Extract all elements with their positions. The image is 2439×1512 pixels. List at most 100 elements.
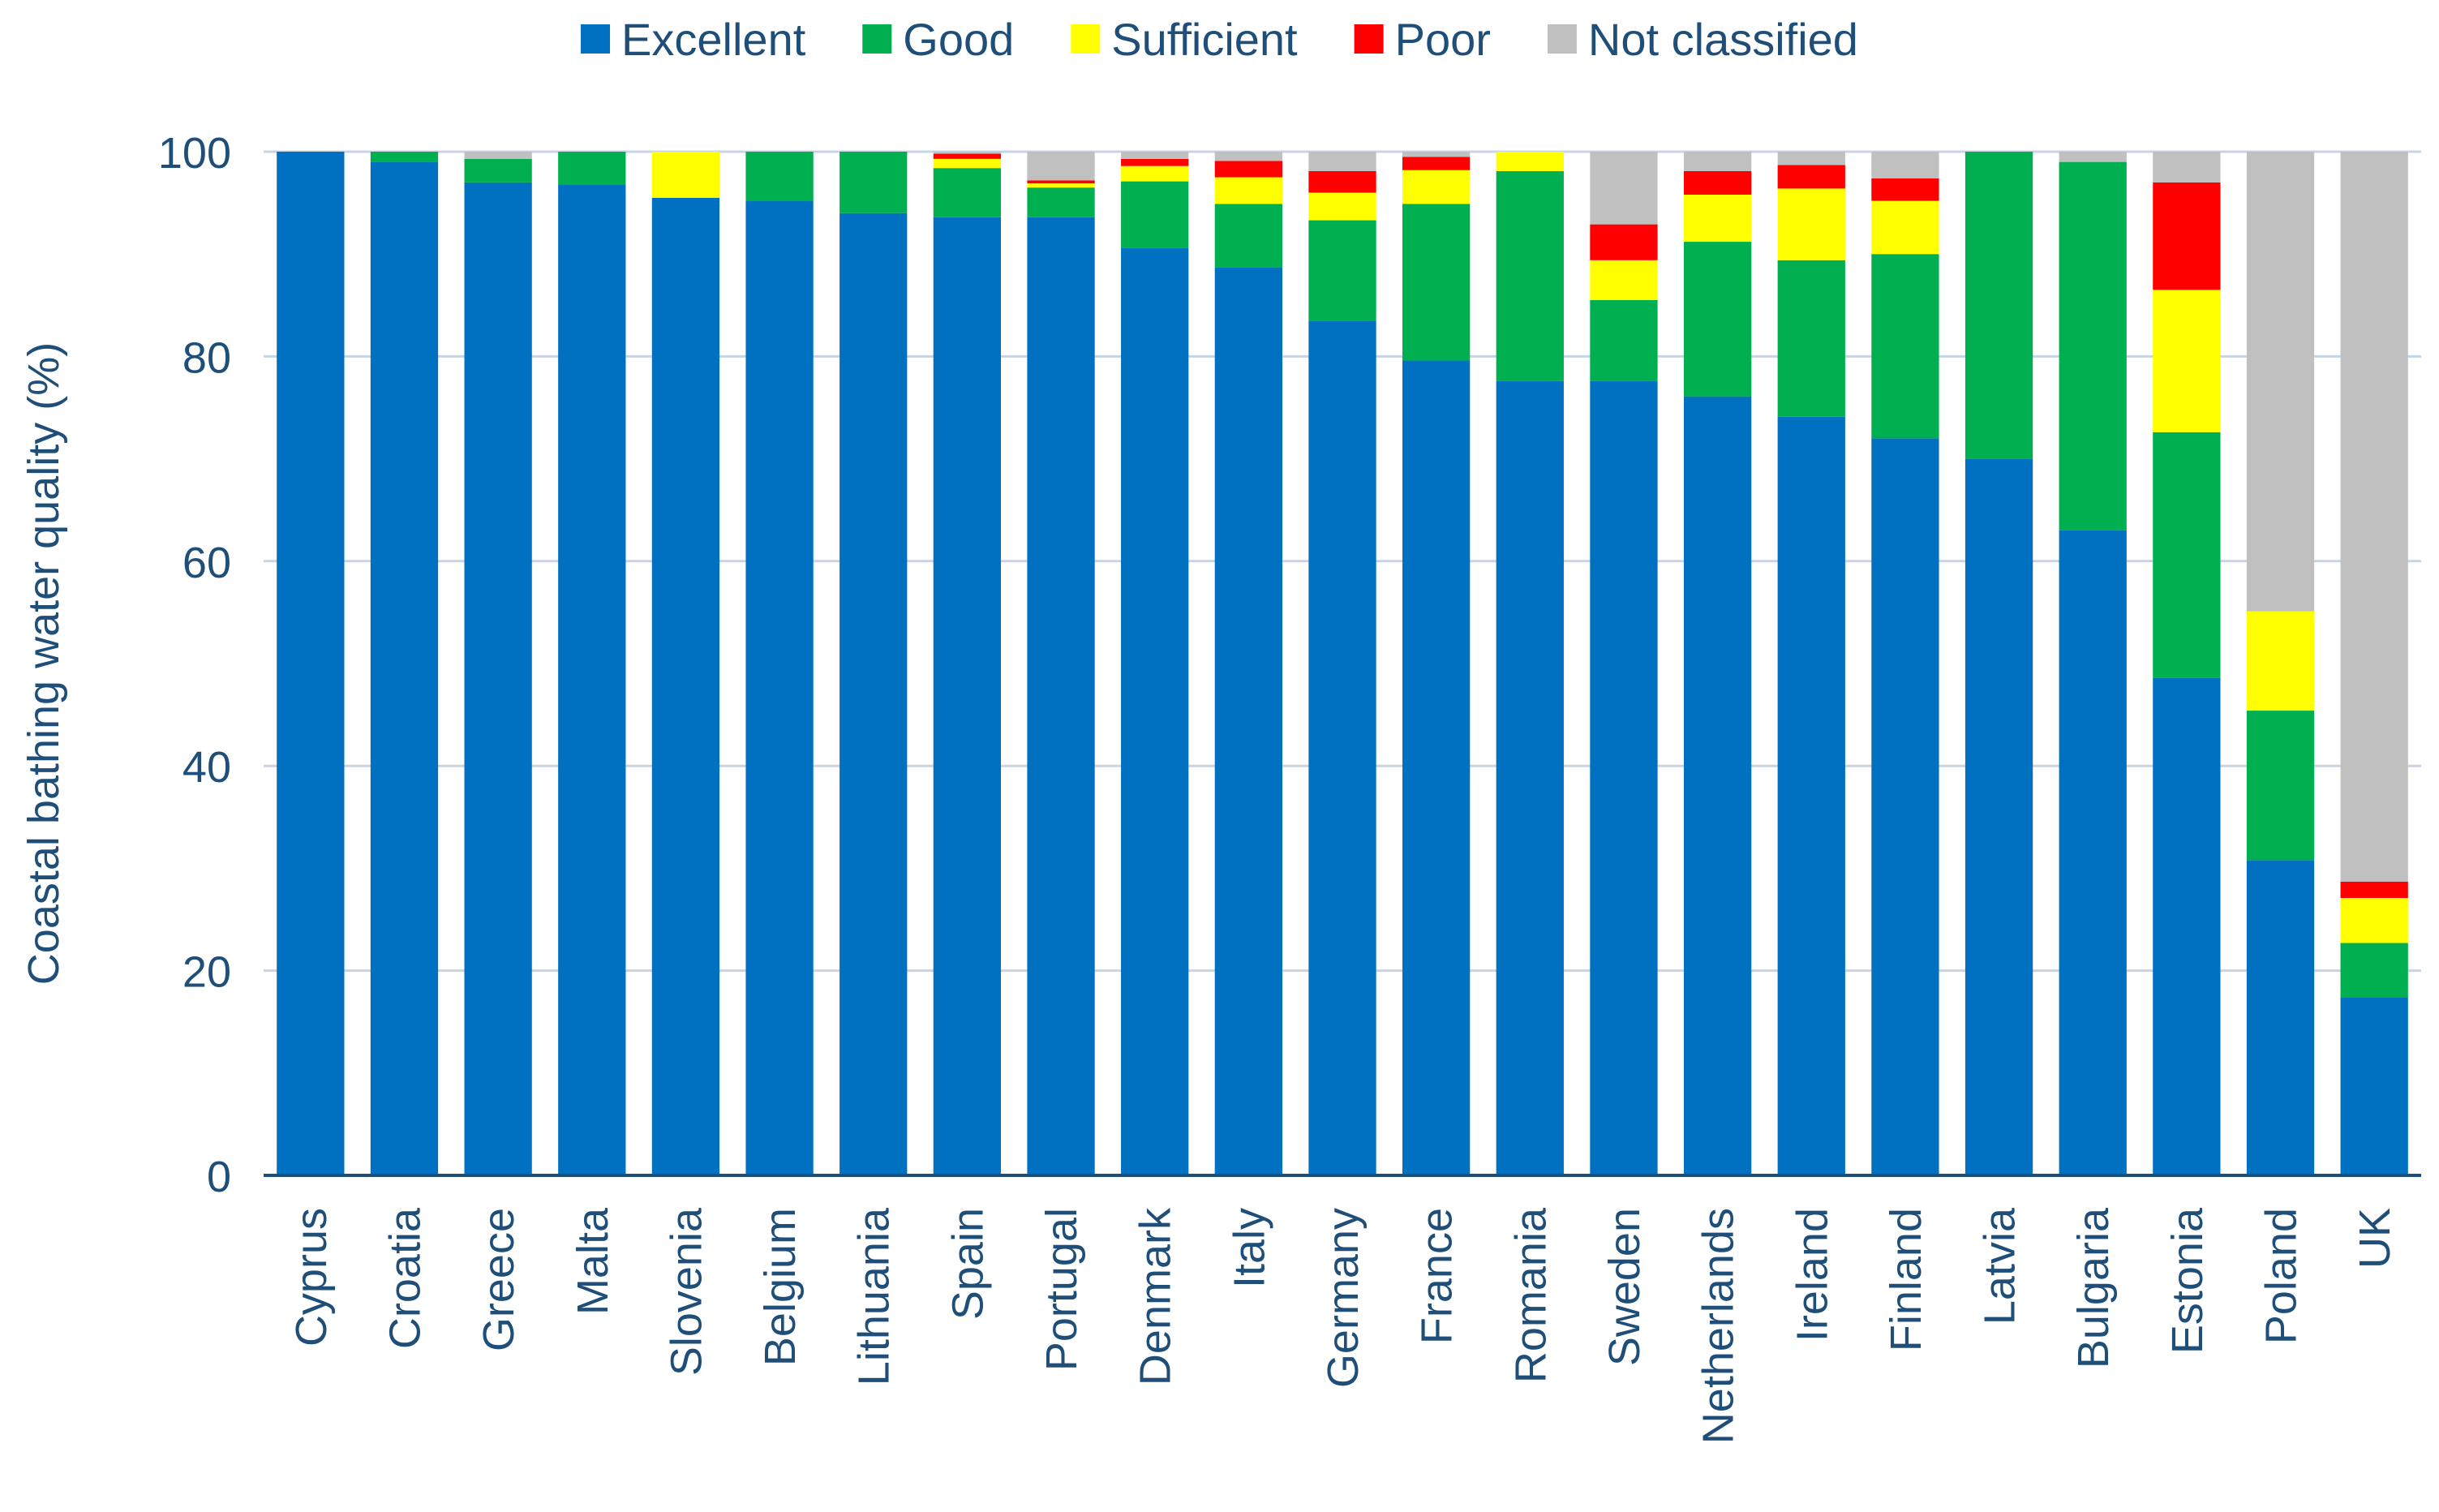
x-tick-label: Estonia — [2163, 1207, 2212, 1354]
bar-not-classified — [1683, 152, 1752, 171]
bar-excellent — [558, 184, 626, 1175]
bar-excellent — [2246, 860, 2315, 1175]
bar-good — [1965, 152, 2033, 459]
legend-item-good: Good — [862, 14, 1014, 65]
bar-stack-greece — [464, 152, 532, 1176]
bar-not-classified — [1027, 152, 1095, 181]
bar-excellent — [1027, 217, 1095, 1175]
bar-excellent — [2153, 677, 2221, 1175]
bar-not-classified — [1308, 152, 1376, 171]
bar-good — [558, 152, 626, 185]
bar-good — [2340, 943, 2408, 998]
x-tick-label: Spain — [943, 1208, 992, 1320]
bar-excellent — [839, 213, 908, 1176]
x-tick-label: Sweden — [1600, 1208, 1649, 1366]
bar-excellent — [1871, 438, 1939, 1175]
bar-poor — [933, 153, 1002, 159]
bar-stack-bulgaria — [2059, 152, 2127, 1175]
bar-poor — [1027, 180, 1095, 184]
legend-label: Sufficient — [1111, 14, 1298, 65]
bar-sufficient — [933, 158, 1002, 169]
x-tick-label: Denmark — [1131, 1207, 1180, 1385]
bar-stack-belgium — [745, 152, 814, 1175]
x-tick-label: Poland — [2257, 1208, 2306, 1344]
bar-stack-estonia — [2153, 152, 2221, 1175]
bar-excellent — [1965, 458, 2033, 1175]
x-tick-label: Slovenia — [662, 1207, 711, 1376]
legend-swatch — [1071, 24, 1101, 54]
bar-good — [1496, 170, 1564, 381]
bar-poor — [1402, 157, 1471, 170]
bar-not-classified — [2059, 152, 2127, 162]
bar-good — [1308, 220, 1376, 321]
y-axis-label: Coastal bathing water quality (%) — [19, 342, 68, 985]
y-tick-label: 20 — [182, 948, 231, 997]
bar-excellent — [745, 200, 814, 1175]
bar-excellent — [933, 217, 1002, 1175]
bar-sufficient — [1214, 177, 1282, 204]
bar-not-classified — [464, 152, 532, 159]
bar-excellent — [1777, 416, 1845, 1175]
bar-good — [370, 152, 439, 162]
bars — [277, 152, 2408, 1176]
bar-poor — [1121, 158, 1189, 166]
x-tick-label: Belgium — [756, 1208, 805, 1366]
bar-stack-slovenia — [651, 152, 720, 1175]
bar-stack-cyprus — [277, 152, 345, 1175]
bar-good — [933, 168, 1002, 217]
bar-good — [1121, 181, 1189, 248]
bar-excellent — [2059, 530, 2127, 1175]
bar-excellent — [651, 197, 720, 1175]
y-tick-label: 100 — [158, 129, 231, 178]
x-tick-label: Ireland — [1788, 1208, 1836, 1342]
bar-sufficient — [1496, 152, 1564, 171]
bar-excellent — [2340, 997, 2408, 1175]
x-tick-label: Netherlands — [1694, 1208, 1743, 1444]
bar-good — [1590, 299, 1658, 381]
bar-good — [1683, 242, 1752, 397]
bar-stack-netherlands — [1683, 152, 1752, 1175]
bar-poor — [1777, 165, 1845, 189]
y-tick-labels: 0 20 40 60 80 100 — [158, 129, 231, 1201]
bar-sufficient — [1402, 170, 1471, 204]
y-tick-label: 0 — [207, 1153, 231, 1201]
bar-good — [2153, 432, 2221, 678]
bar-not-classified — [2340, 152, 2408, 882]
bar-stack-germany — [1308, 152, 1376, 1176]
legend-label: Excellent — [621, 14, 806, 65]
x-tick-label: Italy — [1225, 1208, 1273, 1288]
bar-stack-lithuania — [839, 152, 908, 1176]
bar-good — [2246, 711, 2315, 861]
bar-sufficient — [651, 152, 720, 198]
bar-good — [745, 152, 814, 201]
bar-stack-uk — [2340, 152, 2408, 1175]
bar-sufficient — [2340, 897, 2408, 943]
y-tick-label: 40 — [182, 743, 231, 792]
x-tick-label: Germany — [1319, 1208, 1368, 1388]
bar-excellent — [1214, 267, 1282, 1176]
legend-item-excellent: Excellent — [581, 14, 806, 65]
bar-poor — [1214, 161, 1282, 178]
bar-stack-france — [1402, 152, 1471, 1175]
legend-label: Not classified — [1588, 14, 1858, 65]
bar-stack-malta — [558, 152, 626, 1175]
legend-item-sufficient: Sufficient — [1071, 14, 1298, 65]
legend-label: Good — [903, 14, 1014, 65]
y-tick-label: 80 — [182, 333, 231, 382]
bar-good — [1777, 260, 1845, 417]
legend-swatch — [581, 24, 611, 54]
bar-stack-finland — [1871, 152, 1939, 1175]
bar-sufficient — [1683, 195, 1752, 243]
x-tick-label: Lithuania — [850, 1207, 899, 1385]
bar-good — [1214, 204, 1282, 268]
bar-excellent — [1496, 380, 1564, 1175]
bar-not-classified — [1402, 152, 1471, 157]
x-tick-label: Greece — [474, 1208, 523, 1351]
bar-stack-denmark — [1121, 152, 1189, 1176]
y-tick-label: 60 — [182, 539, 231, 587]
bar-stack-sweden — [1590, 152, 1658, 1175]
bar-sufficient — [1871, 200, 1939, 255]
bar-stack-italy — [1214, 152, 1282, 1176]
